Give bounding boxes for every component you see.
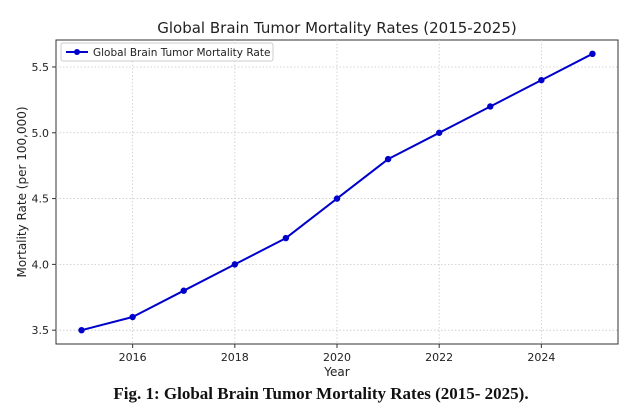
data-point: [333, 195, 341, 202]
y-tick-label: 5.0: [32, 127, 50, 140]
series-layer: [78, 50, 596, 334]
x-tick-label: 2016: [119, 351, 147, 364]
x-axis-label: Year: [323, 365, 349, 379]
legend-marker-swatch: [74, 49, 80, 55]
data-point: [129, 313, 136, 321]
data-point: [384, 155, 392, 163]
x-axis: 2016 2018 2020 2022 2024: [119, 344, 555, 364]
y-axis-label: Mortality Rate (per 100,000): [15, 106, 29, 277]
y-tick-label: 4.5: [32, 193, 50, 206]
chart-title: Global Brain Tumor Mortality Rates (2015…: [157, 19, 517, 37]
line-chart: Global Brain Tumor Mortality Rates (2015…: [15, 19, 619, 379]
figure-caption: Fig. 1: Global Brain Tumor Mortality Rat…: [113, 384, 529, 403]
data-point: [78, 326, 85, 334]
y-tick-label: 3.5: [32, 324, 50, 337]
legend-entry-label: Global Brain Tumor Mortality Rate: [93, 47, 270, 59]
y-tick-label: 5.5: [32, 61, 50, 74]
y-tick-label: 4.0: [32, 258, 50, 271]
legend-box: [60, 42, 274, 62]
data-point: [231, 261, 239, 268]
x-tick-label: 2018: [221, 351, 249, 364]
data-point: [282, 234, 290, 242]
legend: Global Brain Tumor Mortality Rate: [60, 42, 274, 62]
data-point: [487, 103, 494, 110]
x-tick-label: 2020: [323, 351, 351, 364]
data-point: [538, 76, 545, 84]
data-point: [589, 50, 596, 58]
data-point: [435, 129, 443, 136]
data-point: [180, 287, 187, 294]
x-tick-label: 2022: [425, 351, 453, 364]
y-axis: 3.5 4.0 4.5 5.0 5.5: [32, 61, 56, 337]
x-tick-label: 2024: [527, 351, 555, 364]
